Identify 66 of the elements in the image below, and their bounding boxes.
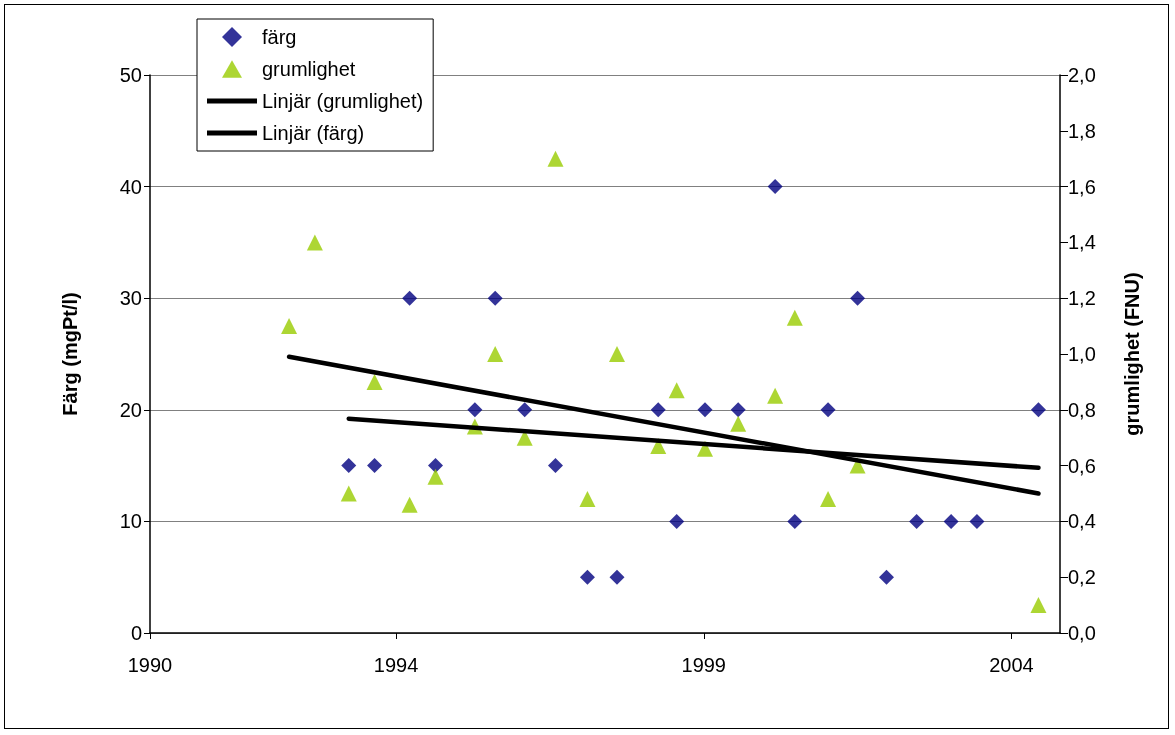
point (402, 290, 418, 306)
y2-tick-label: 0,2 (1068, 566, 1096, 589)
point (878, 569, 894, 585)
point (367, 458, 383, 474)
y-tick-label: 50 (119, 64, 142, 86)
y2-tick-label: 0,4 (1068, 510, 1096, 533)
point (650, 402, 666, 418)
point (609, 346, 625, 362)
point (767, 387, 784, 404)
y2-tick-label: 1,0 (1068, 343, 1096, 365)
point (547, 458, 563, 474)
point (969, 513, 985, 529)
point (850, 290, 866, 306)
point (306, 234, 323, 251)
point (820, 491, 837, 508)
y-tick-label: 10 (119, 510, 142, 533)
y-tick-label: 20 (119, 398, 142, 421)
point (943, 513, 959, 529)
point (281, 318, 298, 335)
point (786, 309, 803, 326)
y2-tick-label: 1,8 (1068, 119, 1096, 142)
y-tick-label: 0 (130, 622, 142, 644)
point (668, 382, 685, 399)
point (767, 179, 783, 195)
point (787, 513, 803, 529)
legend-label: Linjär (grumlighet) (262, 90, 424, 112)
point (730, 415, 747, 432)
x-tick-label: 1999 (681, 654, 726, 676)
y2-tick-label: 2,0 (1068, 64, 1096, 86)
point (487, 290, 503, 306)
y2-axis-title: grumlighet (FNU) (1121, 272, 1143, 436)
point (820, 402, 836, 418)
y-axis-title: Färg (mgPt/l) (59, 292, 81, 416)
point (341, 458, 357, 474)
point (366, 373, 383, 390)
x-tick-label: 2004 (989, 654, 1034, 676)
y2-tick-label: 0,0 (1068, 622, 1096, 644)
x-tick-label: 1994 (373, 654, 419, 676)
y2-tick-label: 0,8 (1068, 398, 1096, 421)
point (517, 402, 533, 418)
x-tick-label: 1990 (127, 654, 173, 676)
point (467, 402, 483, 418)
y2-tick-label: 1,2 (1068, 287, 1096, 310)
legend-label: färg (262, 26, 297, 48)
legend-label: Linjär (färg) (262, 122, 365, 144)
y-tick-label: 40 (119, 175, 142, 198)
point (547, 150, 564, 167)
point (1030, 402, 1046, 418)
point (340, 485, 357, 502)
point (1030, 597, 1047, 614)
point (909, 513, 925, 529)
point (427, 458, 443, 474)
point (487, 346, 504, 362)
y-tick-label: 30 (119, 287, 142, 310)
y2-tick-label: 1,6 (1068, 175, 1096, 198)
y2-tick-label: 1,4 (1068, 231, 1096, 254)
point (730, 402, 746, 418)
point (579, 491, 596, 508)
point (401, 496, 418, 513)
y2-tick-label: 0,6 (1068, 454, 1096, 477)
point (427, 468, 444, 485)
point (697, 402, 713, 418)
point (579, 569, 595, 585)
point (669, 513, 685, 529)
point (609, 569, 625, 585)
legend-label: grumlighet (262, 58, 356, 80)
